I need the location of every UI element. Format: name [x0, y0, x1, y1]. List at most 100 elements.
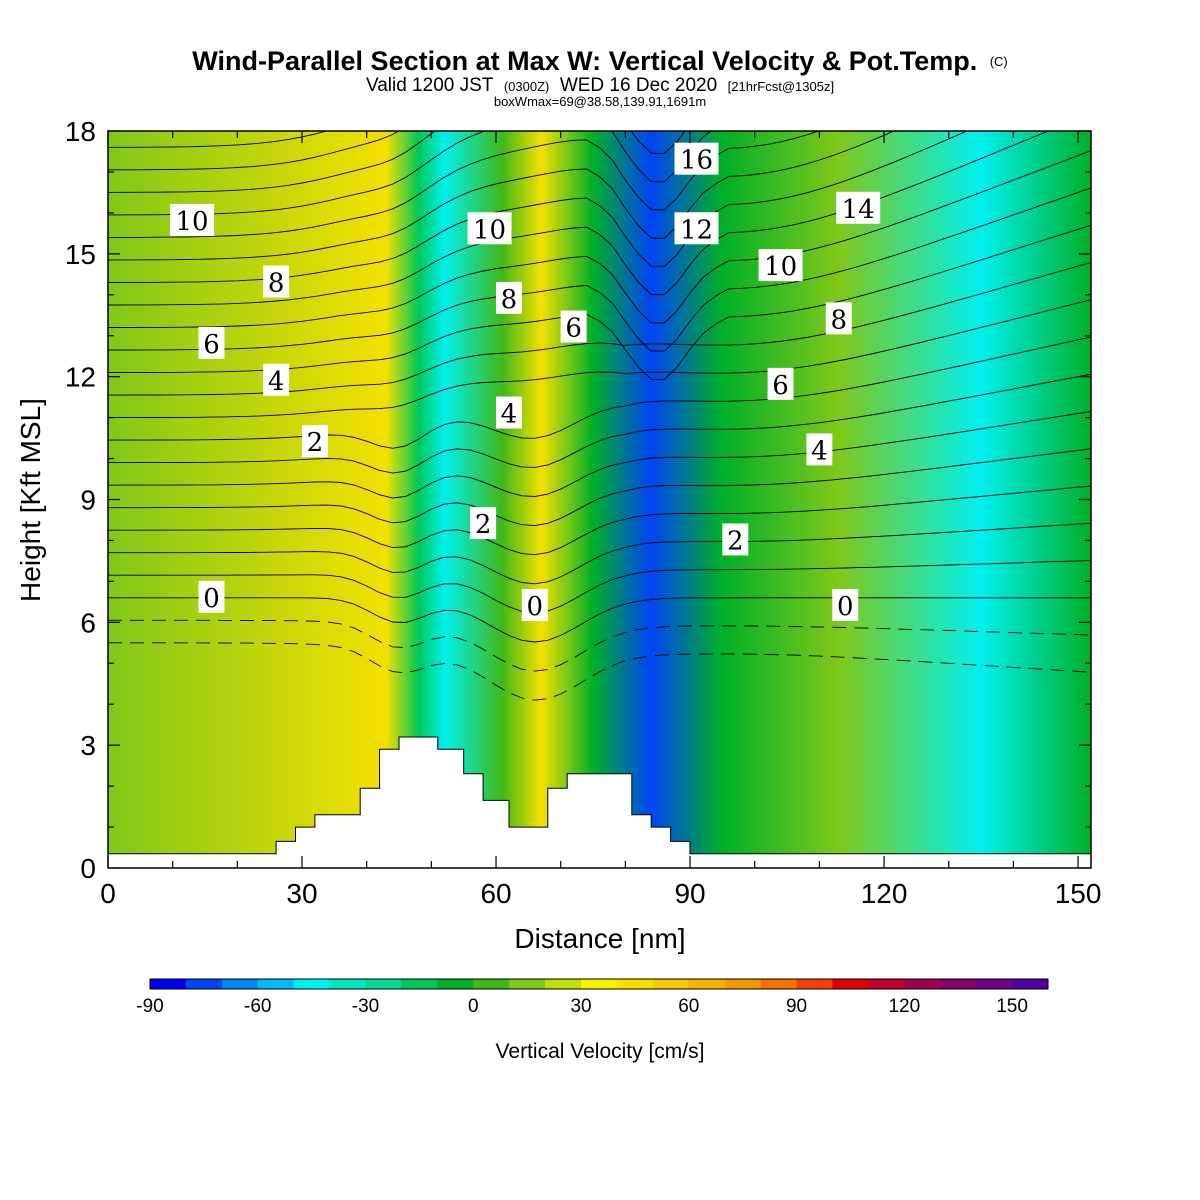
contour-label-box — [301, 425, 328, 458]
contour-label-text: 2 — [475, 510, 492, 540]
chart-title-text: Wind-Parallel Section at Max W: Vertical… — [192, 46, 977, 76]
contour-label-text: 4 — [501, 400, 518, 430]
contour-label-text: 6 — [203, 330, 220, 360]
contour-label-box — [470, 507, 497, 540]
contour-label-box — [495, 281, 522, 314]
subtitle-fcst: [21hrFcst@1305z] — [728, 79, 834, 94]
contour-label: 0 — [832, 588, 859, 622]
contour-label-box — [170, 204, 215, 237]
contour-label-text: 16 — [680, 146, 713, 176]
colorbar-swatch — [150, 979, 187, 989]
colorbar-swatch — [832, 979, 869, 989]
colorbar-tick-label: -90 — [136, 996, 163, 1017]
contour-label: 2 — [722, 523, 749, 556]
contour-label-box — [467, 212, 512, 245]
pot-temp-contour — [108, 411, 1091, 499]
colorbar-tick-label: -60 — [244, 996, 271, 1017]
pot-temp-contour — [108, 485, 1091, 556]
subtitle-utc: (0300Z) — [504, 79, 550, 94]
contour-label: 12 — [674, 212, 719, 245]
contour-label-text: 14 — [842, 195, 875, 225]
pot-temp-contours — [108, 131, 1091, 701]
contour-label: 10 — [467, 212, 512, 245]
contour-label-text: 10 — [764, 252, 797, 282]
y-tick-label: 0 — [80, 853, 96, 884]
colorbar-swatch — [796, 979, 833, 989]
contour-label-box — [521, 588, 548, 621]
pot-temp-contour — [108, 299, 1091, 419]
chart-subtitle: Valid 1200 JST (0300Z) WED 16 Dec 2020 [… — [366, 75, 834, 96]
pot-temp-contour — [108, 642, 1091, 701]
contour-label-text: 0 — [837, 592, 854, 622]
colorbar-swatch — [616, 979, 654, 989]
contour-label: 8 — [495, 281, 522, 315]
colorbar-label: Vertical Velocity [cm/s] — [496, 1040, 705, 1063]
colorbar-swatch — [545, 979, 582, 989]
colorbar-swatch — [976, 979, 1013, 989]
contour-label: 6 — [198, 326, 225, 360]
contour-label-text: 4 — [811, 436, 828, 466]
colorbar: -90 -60 -30 0 30 60 90 120 150 — [136, 978, 1049, 1017]
plot-area: 0 2 4 6 8 10 0 2 4 6 8 10 12 16 2 4 6 8 10 14 0 — [108, 131, 1091, 868]
contour-label-text: 10 — [473, 215, 506, 245]
colorbar-swatch — [652, 979, 690, 989]
pot-temp-contour — [108, 597, 1091, 643]
colorbar-swatch — [868, 979, 905, 989]
subtitle-date: WED 16 Dec 2020 — [560, 75, 717, 96]
pot-temp-contour — [108, 619, 1091, 672]
y-tick-label: 12 — [65, 362, 96, 393]
contour-label: 0 — [198, 580, 225, 614]
contour-label: 10 — [758, 249, 803, 282]
pot-temp-contour — [108, 131, 1050, 306]
pot-temp-contour — [108, 131, 821, 238]
pot-temp-contour — [108, 560, 1091, 614]
contour-label-box — [806, 433, 833, 466]
contour-label: 4 — [495, 396, 522, 430]
contour-label-box — [836, 191, 881, 224]
contour-label-box — [495, 396, 522, 429]
chart-info: boxWmax=69@38.58,139.91,1691m — [494, 94, 706, 109]
contour-label-box — [560, 310, 587, 343]
colorbar-swatch — [185, 979, 223, 989]
y-tick-label: 3 — [80, 730, 96, 761]
contour-label: 16 — [674, 142, 719, 176]
contour-label-text: 2 — [307, 428, 324, 458]
colorbar-swatch — [904, 979, 941, 989]
contour-label-text: 8 — [831, 305, 848, 335]
contour-label-text: 12 — [680, 215, 713, 245]
colorbar-tick-label: 90 — [786, 996, 807, 1017]
contour-label-box — [198, 326, 225, 359]
contour-label-text: 6 — [565, 314, 582, 344]
y-axis: 0 3 6 9 12 15 18 — [65, 116, 1091, 884]
colorbar-swatch — [509, 979, 546, 989]
contour-label-text: 0 — [203, 584, 220, 614]
contour-label: 4 — [806, 433, 833, 466]
colorbar-swatch — [1012, 979, 1049, 989]
colorbar-swatch — [688, 979, 726, 989]
colorbar-swatch — [257, 979, 295, 989]
x-axis: 0 30 60 90 120 150 — [100, 131, 1101, 909]
contour-label-text: 0 — [527, 592, 544, 622]
contour-label-box — [263, 265, 290, 298]
colorbar-frame — [149, 978, 1049, 990]
colorbar-swatch — [221, 979, 259, 989]
pot-temp-contour-labels: 0 2 4 6 8 10 0 2 4 6 8 10 12 16 2 4 6 8 10 14 0 — [170, 142, 881, 622]
colorbar-swatch — [473, 979, 510, 989]
colorbar-swatch — [329, 979, 367, 989]
pot-temp-contour — [108, 131, 329, 148]
contour-label: 6 — [767, 367, 794, 401]
y-tick-label: 15 — [65, 239, 96, 270]
contour-label: 14 — [836, 191, 881, 225]
y-axis-label: Height [Kft MSL] — [15, 398, 46, 602]
chart-title: Wind-Parallel Section at Max W: Vertical… — [192, 46, 1007, 76]
colorbar-swatch — [724, 979, 762, 989]
chart-title-mark: (C) — [990, 54, 1008, 69]
colorbar-tick-label: 120 — [888, 996, 920, 1017]
pot-temp-contour — [108, 448, 1091, 527]
pot-temp-contour — [108, 373, 1091, 474]
contour-label-box — [758, 249, 803, 282]
colorbar-tick-label: 0 — [468, 996, 479, 1017]
contour-label-box — [263, 363, 290, 396]
colorbar-swatch — [293, 979, 331, 989]
contour-label: 2 — [470, 507, 497, 540]
